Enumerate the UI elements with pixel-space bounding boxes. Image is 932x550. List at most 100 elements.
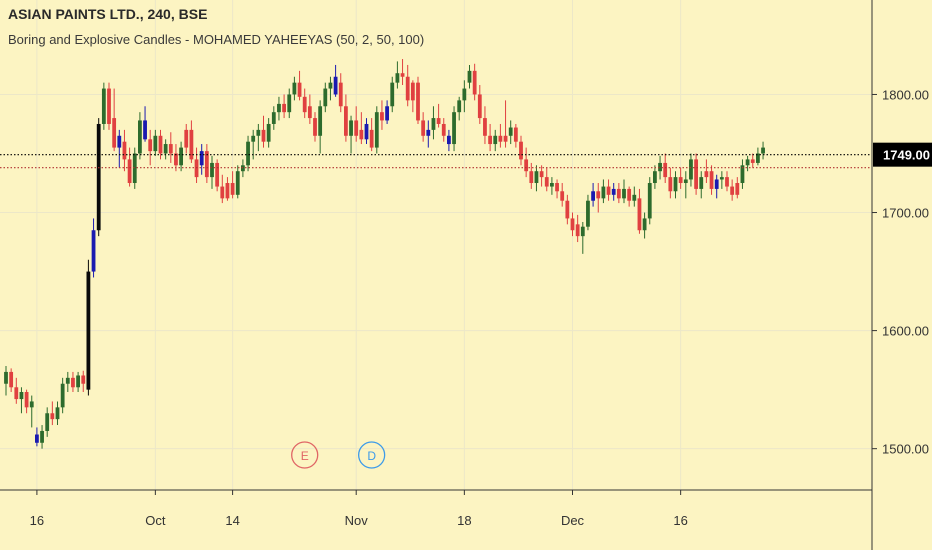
candle-body [29, 401, 34, 408]
candle [534, 165, 539, 192]
candle-body [40, 430, 44, 443]
candle [235, 165, 240, 199]
candle-body [513, 127, 518, 142]
candle [689, 153, 693, 187]
candle-body [4, 371, 8, 384]
x-tick-label: 14 [225, 513, 239, 528]
candle-body [596, 191, 601, 199]
candle [107, 82, 111, 130]
candle [519, 135, 523, 166]
candle-body [55, 407, 60, 420]
candle-body [756, 153, 760, 163]
candle [529, 162, 534, 189]
candle [725, 171, 729, 192]
candle-body [338, 82, 343, 107]
candle-body [35, 434, 39, 443]
candle-body [534, 171, 539, 184]
candle-body [431, 118, 436, 130]
candle [210, 155, 214, 189]
candle [359, 112, 364, 145]
candle [601, 179, 606, 204]
candle-body [436, 118, 441, 124]
x-tick-label: Nov [345, 513, 369, 528]
x-tick-label: Dec [561, 513, 585, 528]
candle [637, 188, 642, 234]
candle [385, 100, 389, 124]
candle-body [210, 162, 214, 178]
candle [622, 179, 626, 204]
candle [493, 129, 498, 152]
candle-body [730, 186, 735, 195]
candle-body [560, 191, 565, 201]
candle [143, 106, 147, 142]
candle [488, 123, 492, 152]
candle [436, 103, 441, 128]
candle-body [163, 144, 168, 154]
candle-body [235, 171, 240, 195]
candle-body [369, 129, 374, 148]
candle-body [24, 392, 29, 408]
candle-body [349, 120, 353, 136]
candle-body [709, 171, 714, 189]
candle [410, 80, 415, 113]
candle-body [405, 76, 410, 101]
candle-body [719, 177, 724, 180]
candle [333, 64, 338, 97]
candle-body [143, 120, 147, 140]
candle [323, 82, 328, 113]
candle-body [663, 162, 668, 178]
event-marker-label: E [301, 449, 309, 463]
candle-body [658, 162, 662, 172]
candle-body [694, 159, 698, 189]
candle [694, 153, 698, 195]
candle [29, 395, 34, 428]
candle-body [745, 159, 750, 166]
candle [297, 70, 302, 101]
y-tick-label: 1600.00 [882, 324, 929, 339]
candle [4, 366, 8, 396]
candle-body [725, 177, 729, 187]
candle [277, 96, 281, 121]
candle [761, 141, 765, 160]
candle-body [333, 76, 338, 95]
candle-body [148, 139, 153, 152]
candle [282, 94, 286, 119]
candle [555, 179, 559, 199]
candle [647, 177, 652, 225]
candle-body [622, 188, 626, 199]
candle-body [132, 153, 137, 184]
candle-body [668, 177, 673, 192]
candle [55, 401, 60, 426]
candle [174, 144, 178, 172]
candle [318, 100, 323, 154]
candle [122, 129, 127, 172]
candle [596, 183, 601, 213]
candle [740, 159, 745, 189]
candle-body [344, 106, 348, 136]
candle-body [251, 135, 256, 142]
candle-body [117, 135, 122, 148]
candle [699, 171, 704, 199]
candle-body [524, 159, 529, 172]
candle [467, 64, 472, 89]
candle-body [683, 179, 688, 184]
candle-body [400, 73, 405, 77]
candle-body [441, 123, 446, 136]
event-marker: E [291, 441, 319, 469]
candle [416, 76, 420, 124]
candle-body [50, 413, 55, 420]
candle-body [354, 120, 359, 136]
candle-body [292, 82, 297, 95]
candle [168, 132, 173, 163]
candle [658, 155, 662, 180]
candle [117, 129, 122, 168]
candle [230, 171, 235, 199]
candle [153, 129, 158, 156]
candle-body [508, 127, 513, 136]
candle-body [477, 94, 482, 119]
candle-body [204, 151, 209, 178]
candle [380, 100, 384, 130]
